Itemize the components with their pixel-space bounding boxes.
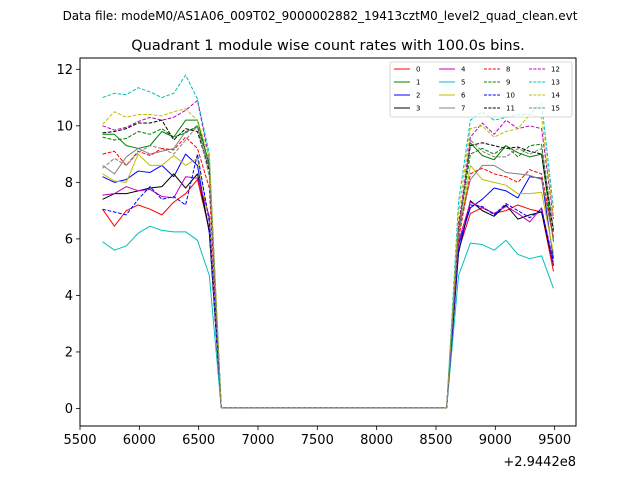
series-line-11: [102, 119, 554, 409]
x-tick-label: 9500: [538, 433, 571, 448]
legend-label-2: 2: [416, 92, 420, 100]
series-line-5: [102, 225, 554, 409]
legend-label-14: 14: [551, 92, 560, 100]
y-tick-label: 8: [65, 176, 73, 191]
legend-label-4: 4: [461, 66, 466, 74]
legend-label-0: 0: [416, 66, 420, 74]
x-tick-label: 6500: [182, 433, 215, 448]
x-tick-label: 8000: [360, 433, 393, 448]
series-line-15: [102, 125, 554, 409]
legend-label-1: 1: [416, 79, 420, 87]
y-axis: 0 2 4 6 8 10 12: [56, 63, 80, 417]
x-tick-label: 6000: [123, 433, 156, 448]
legend-label-5: 5: [461, 79, 465, 87]
figure-suptitle: Data file: modeM0/AS1A06_009T02_90000028…: [63, 9, 578, 23]
series-line-14: [102, 108, 554, 409]
legend-label-3: 3: [416, 105, 420, 113]
axes-frame: [79, 57, 577, 427]
legend-box: [389, 61, 573, 118]
x-tick-label: 7500: [301, 433, 334, 448]
y-tick-label: 6: [65, 232, 73, 247]
x-tick-label: 7000: [241, 433, 274, 448]
legend-label-11: 11: [506, 105, 515, 113]
legend-label-10: 10: [506, 92, 515, 100]
legend-label-12: 12: [551, 66, 560, 74]
series-line-2: [102, 153, 554, 409]
series-line-9: [102, 125, 554, 409]
series-line-13: [102, 74, 554, 409]
series-line-0: [102, 179, 554, 409]
legend-label-8: 8: [506, 66, 510, 74]
x-axis: 5500 6000 6500 7000 7500 8000 8500 9000 9500: [63, 426, 571, 448]
x-tick-label: 5500: [63, 433, 96, 448]
legend-label-15: 15: [551, 105, 560, 113]
series-line-4: [102, 176, 554, 409]
series-line-7: [102, 126, 554, 409]
legend-label-9: 9: [506, 79, 510, 87]
series-line-6: [102, 153, 554, 409]
legend-label-7: 7: [461, 105, 465, 113]
chart-title: Quadrant 1 module wise count rates with …: [131, 38, 525, 54]
x-offset-label: +2.9442e8: [503, 455, 576, 470]
y-tick-label: 0: [65, 402, 73, 417]
series-line-12: [102, 99, 554, 409]
y-tick-label: 4: [65, 289, 73, 304]
series-layer: [102, 74, 554, 409]
y-tick-label: 2: [65, 345, 73, 360]
series-line-10: [102, 153, 554, 409]
y-tick-label: 10: [56, 119, 73, 134]
legend-label-6: 6: [461, 92, 466, 100]
x-tick-label: 8500: [419, 433, 452, 448]
plot-area: 5500 6000 6500 7000 7500 8000 8500 9000 9500 0 2 4…: [56, 57, 577, 470]
x-tick-label: 9000: [479, 433, 512, 448]
series-line-1: [102, 119, 554, 409]
y-tick-label: 12: [56, 63, 73, 78]
legend-label-13: 13: [551, 79, 560, 87]
